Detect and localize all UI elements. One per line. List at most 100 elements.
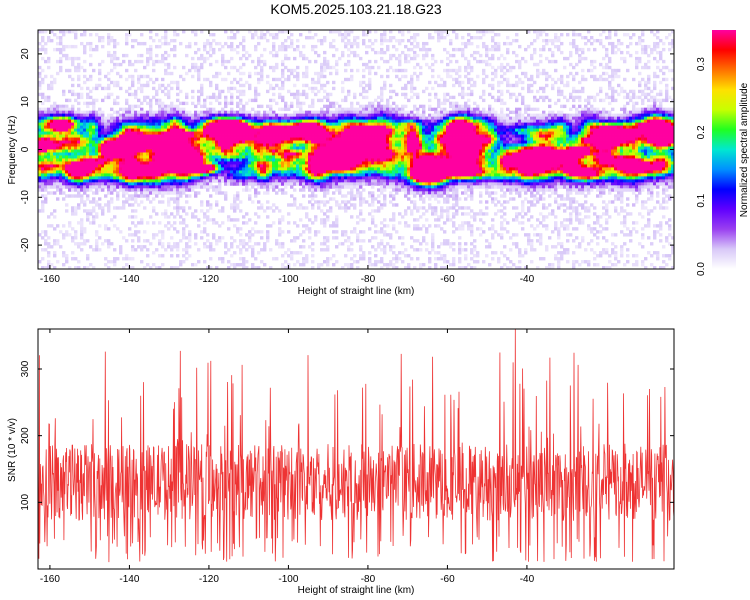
heatmap-cell (227, 143, 231, 147)
heatmap-cell (437, 38, 441, 43)
heatmap-cell (95, 131, 99, 135)
heatmap-cell (203, 47, 207, 52)
heatmap-cell (272, 152, 276, 156)
heatmap-cell (662, 125, 666, 129)
heatmap-cell (98, 38, 102, 43)
heatmap-cell (92, 131, 96, 135)
heatmap-cell (296, 38, 300, 43)
heatmap-cell (221, 137, 225, 141)
heatmap-cell (596, 131, 600, 135)
heatmap-cell (338, 30, 342, 34)
heatmap-cell (500, 107, 504, 112)
heatmap-cell (380, 125, 384, 129)
heatmap-cell (383, 83, 387, 88)
heatmap-cell (128, 59, 132, 64)
heatmap-cell (515, 110, 519, 115)
heatmap-cell (602, 125, 606, 129)
heatmap-cell (578, 113, 582, 118)
heatmap-cell (65, 152, 69, 156)
heatmap-cell (377, 101, 381, 106)
heatmap-cell (98, 71, 102, 76)
heatmap-cell (467, 98, 471, 103)
heatmap-cell (464, 140, 468, 144)
heatmap-cell (242, 134, 246, 138)
heatmap-cell (449, 122, 453, 126)
heatmap-cell (218, 128, 222, 132)
heatmap-cell (131, 83, 135, 88)
heatmap-cell (80, 95, 84, 100)
heatmap-cell (401, 30, 405, 34)
heatmap-cell (38, 65, 42, 70)
heatmap-cell (119, 137, 123, 141)
heatmap-cell (533, 50, 537, 55)
heatmap-cell (395, 113, 399, 118)
heatmap-cell (419, 125, 423, 129)
heatmap-cell (545, 134, 549, 138)
heatmap-cell (416, 32, 420, 37)
heatmap-cell (227, 86, 231, 91)
heatmap-cell (140, 125, 144, 129)
heatmap-cell (398, 53, 402, 58)
heatmap-cell (629, 116, 633, 121)
heatmap-cell (443, 92, 447, 97)
heatmap-cell (56, 149, 60, 153)
heatmap-cell (629, 131, 633, 135)
heatmap-cell (317, 152, 321, 156)
heatmap-cell (425, 122, 429, 126)
heatmap-cell (428, 152, 432, 156)
heatmap-cell (644, 44, 648, 49)
heatmap-cell (308, 59, 312, 64)
heatmap-cell (332, 125, 336, 129)
heatmap-cell (632, 134, 636, 138)
heatmap-cell (53, 152, 57, 156)
heatmap-cell (110, 125, 114, 129)
heatmap-cell (518, 65, 522, 70)
heatmap-cell (593, 131, 597, 135)
heatmap-cell (254, 44, 258, 49)
heatmap-cell (242, 137, 246, 141)
heatmap-cell (317, 131, 321, 135)
heatmap-cell (479, 59, 483, 64)
heatmap-cell (77, 152, 81, 156)
heatmap-cell (389, 53, 393, 58)
heatmap-cell (263, 143, 267, 147)
heatmap-cell (167, 71, 171, 76)
heatmap-cell (41, 125, 45, 129)
heatmap-cell (299, 134, 303, 138)
heatmap-cell (47, 83, 51, 88)
heatmap-cell (287, 35, 291, 40)
heatmap-cell (389, 122, 393, 126)
heatmap-cell (335, 110, 339, 115)
heatmap-cell (83, 113, 87, 118)
heatmap-cell (464, 146, 468, 150)
heatmap-cell (458, 113, 462, 118)
heatmap-cell (542, 149, 546, 153)
heatmap-cell (71, 104, 75, 109)
heatmap-cell (428, 116, 432, 121)
heatmap-cell (650, 146, 654, 150)
heatmap-cell (179, 101, 183, 106)
heatmap-cell (626, 134, 630, 138)
heatmap-cell (452, 122, 456, 126)
heatmap-cell (161, 149, 165, 153)
heatmap-cell (524, 104, 528, 109)
heatmap-cell (428, 143, 432, 147)
heatmap-cell (509, 137, 513, 141)
heatmap-cell (560, 140, 564, 144)
heatmap-cell (635, 119, 639, 124)
heatmap-cell (161, 110, 165, 115)
heatmap-cell (257, 131, 261, 135)
heatmap-cell (404, 152, 408, 156)
heatmap-cell (251, 128, 255, 132)
heatmap-cell (242, 35, 246, 40)
heatmap-cell (644, 86, 648, 91)
heatmap-cell (209, 41, 213, 46)
heatmap-cell (359, 116, 363, 121)
heatmap-cell (389, 65, 393, 70)
heatmap-cell (443, 83, 447, 88)
heatmap-cell (77, 143, 81, 147)
heatmap-cell (575, 113, 579, 118)
heatmap-cell (476, 104, 480, 109)
heatmap-cell (434, 134, 438, 138)
heatmap-cell (515, 113, 519, 118)
